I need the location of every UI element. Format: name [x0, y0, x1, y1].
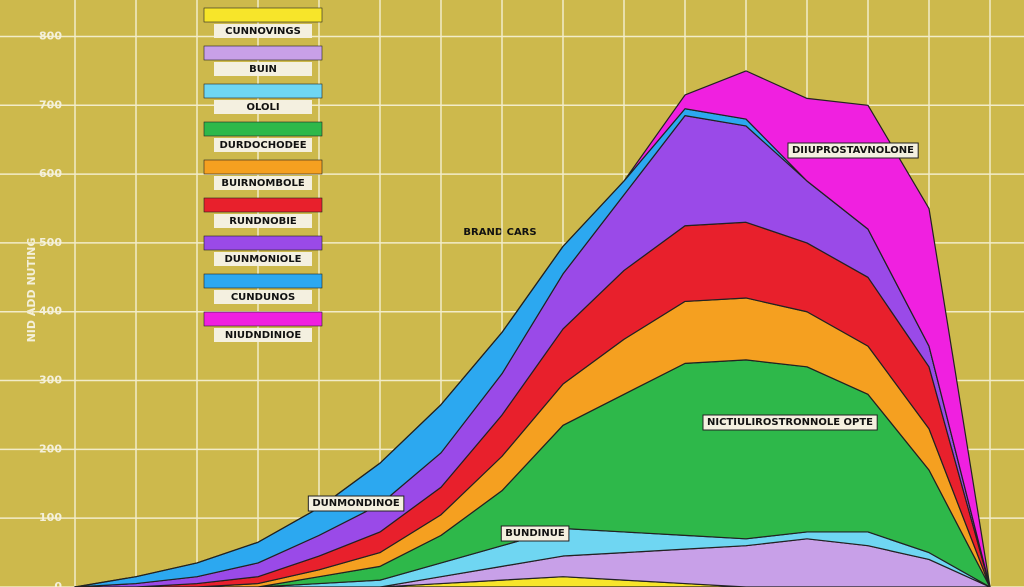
legend-swatch: [203, 273, 323, 289]
y-tick-label: 100: [39, 511, 62, 524]
legend-label-box: [214, 138, 312, 152]
area: [74, 538, 991, 587]
annotation: NICTIULIROSTRONNOLE OPTE: [707, 417, 873, 428]
legend-label: BUIN: [249, 64, 277, 75]
legend-label-box: [214, 214, 312, 228]
annotation-box: [307, 495, 405, 512]
legend-swatch: [203, 121, 323, 137]
y-axis-label: NID ADD NUTING: [25, 238, 38, 343]
legend-swatch: [203, 311, 323, 327]
legend-swatch: [203, 7, 323, 23]
y-tick-label: 500: [39, 236, 62, 249]
legend-swatch: [203, 45, 323, 61]
legend-label-box: [214, 328, 312, 342]
legend-label: DURDOCHODEE: [219, 140, 306, 151]
legend-label: CUNNOVINGS: [225, 26, 301, 37]
legend-label: RUNDNOBIE: [229, 216, 297, 227]
legend-label-box: [214, 290, 312, 304]
y-tick-label: 600: [39, 167, 62, 180]
y-tick-label: 0: [54, 580, 62, 587]
legend-label-box: [214, 62, 312, 76]
legend-label: BUIRNOMBOLE: [221, 178, 304, 189]
chart-title: BRAND CARS: [463, 227, 536, 238]
area: [74, 70, 991, 587]
legend-label-box: [214, 100, 312, 114]
legend-label-box: [214, 252, 312, 266]
annotation-box: [787, 142, 919, 159]
y-tick-label: 800: [39, 29, 62, 42]
legend-label: NIUDNDINIOE: [225, 330, 301, 341]
annotation-box: [702, 414, 878, 431]
legend-swatch: [203, 83, 323, 99]
y-tick-label: 300: [39, 374, 62, 387]
legend-swatch: [203, 197, 323, 213]
legend-label-box: [214, 176, 312, 190]
legend-label-box: [214, 24, 312, 38]
legend-label: CUNDUNOS: [231, 292, 295, 303]
legend-swatch: [203, 159, 323, 175]
area: [74, 576, 991, 587]
y-tick-label: 400: [39, 305, 62, 318]
annotation-box: [500, 525, 570, 542]
annotation: DUNMONDINOE: [312, 498, 400, 509]
annotation: BUNDINUE: [505, 528, 565, 539]
annotation: DIIUPROSTAVNOLONE: [792, 145, 914, 156]
legend-label: DUNMONIOLE: [224, 254, 301, 265]
legend-label: OLOLI: [246, 102, 279, 113]
y-tick-label: 700: [39, 98, 62, 111]
legend-swatch: [203, 235, 323, 251]
y-tick-label: 200: [39, 442, 62, 455]
